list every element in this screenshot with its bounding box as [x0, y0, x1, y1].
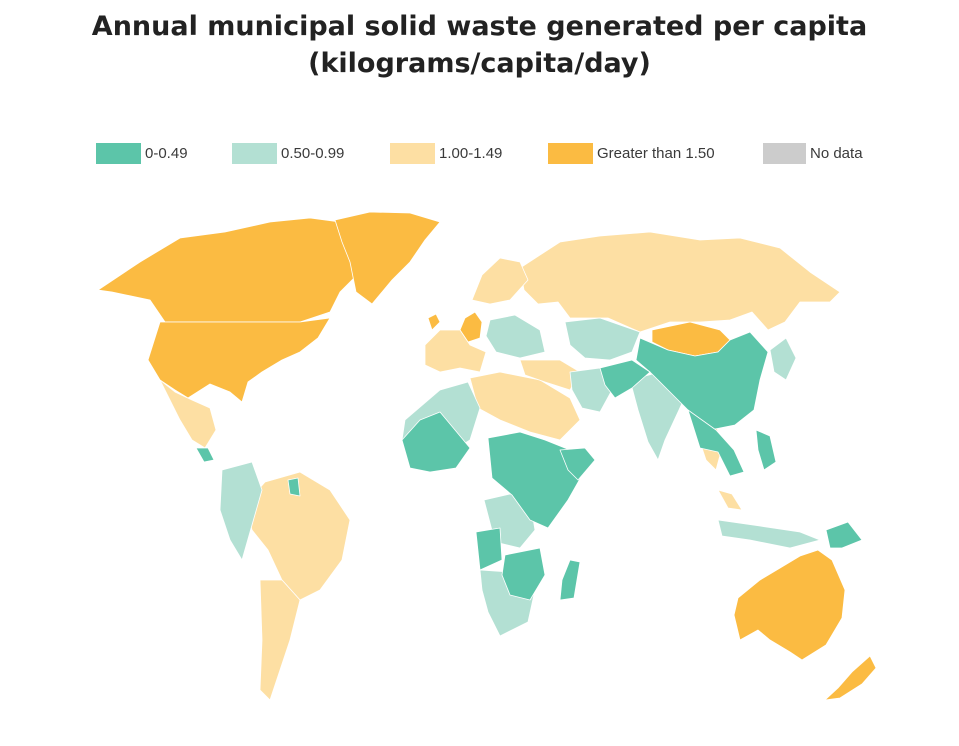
- region-western-europe: [424, 329, 487, 373]
- region-turkey-middle-east: [519, 359, 581, 391]
- title-line-2: (kilograms/capita/day): [308, 48, 651, 79]
- region-ireland: [427, 313, 441, 331]
- region-argentina: [259, 579, 301, 701]
- region-eastern-europe: [485, 314, 546, 359]
- legend-item-greater-than-1.50: Greater than 1.50: [548, 140, 715, 166]
- region-madagascar: [559, 559, 581, 601]
- region-philippines: [755, 429, 777, 471]
- region-new-zealand: [824, 655, 877, 701]
- legend: 0-0.49 0.50-0.99 1.00-1.49 Greater than …: [0, 140, 959, 166]
- world-map: [97, 211, 877, 701]
- legend-item-1.00-1.49: 1.00-1.49: [390, 140, 502, 166]
- legend-label: 1.00-1.49: [439, 144, 503, 162]
- region-north-africa: [469, 371, 581, 441]
- region-australia: [733, 549, 846, 661]
- legend-label: 0-0.49: [145, 144, 188, 162]
- region-mozambique-zambia: [501, 547, 546, 601]
- region-united-states: [147, 317, 331, 403]
- region-south-asia-west: [599, 359, 651, 399]
- legend-item-0.50-0.99: 0.50-0.99: [232, 140, 344, 166]
- region-sahel-west-africa: [401, 411, 471, 473]
- region-greenland: [334, 211, 441, 305]
- region-central-asia: [564, 317, 641, 361]
- legend-swatch: [548, 142, 593, 164]
- region-japan-korea: [769, 337, 797, 381]
- legend-label: 0.50-0.99: [281, 144, 345, 162]
- region-canada-alaska: [97, 217, 371, 323]
- title-line-1: Annual municipal solid waste generated p…: [91, 11, 868, 42]
- legend-swatch: [232, 142, 277, 164]
- legend-item-no-data: No data: [763, 140, 863, 166]
- legend-swatch: [96, 142, 141, 164]
- region-east-central-africa: [487, 431, 586, 529]
- region-mexico: [159, 379, 217, 449]
- legend-swatch: [390, 142, 435, 164]
- region-south-america-east: [244, 471, 351, 601]
- region-china: [635, 331, 769, 431]
- region-malaysia: [717, 489, 743, 511]
- region-horn-of-africa: [559, 447, 596, 481]
- legend-label: No data: [810, 144, 863, 162]
- map-title: Annual municipal solid waste generated p…: [0, 8, 959, 82]
- region-colombia-peru: [219, 461, 263, 561]
- region-central-america: [195, 447, 215, 463]
- region-angola: [475, 527, 503, 571]
- legend-item-0-0.49: 0-0.49: [96, 140, 188, 166]
- region-russia: [519, 231, 841, 333]
- region-papua-new-guinea: [825, 521, 863, 549]
- legend-swatch: [763, 142, 806, 164]
- region-scandinavia: [471, 257, 529, 305]
- region-myanmar-vietnam: [687, 409, 745, 477]
- region-indonesia: [717, 519, 821, 549]
- legend-label: Greater than 1.50: [597, 144, 715, 162]
- region-guyana: [287, 477, 301, 497]
